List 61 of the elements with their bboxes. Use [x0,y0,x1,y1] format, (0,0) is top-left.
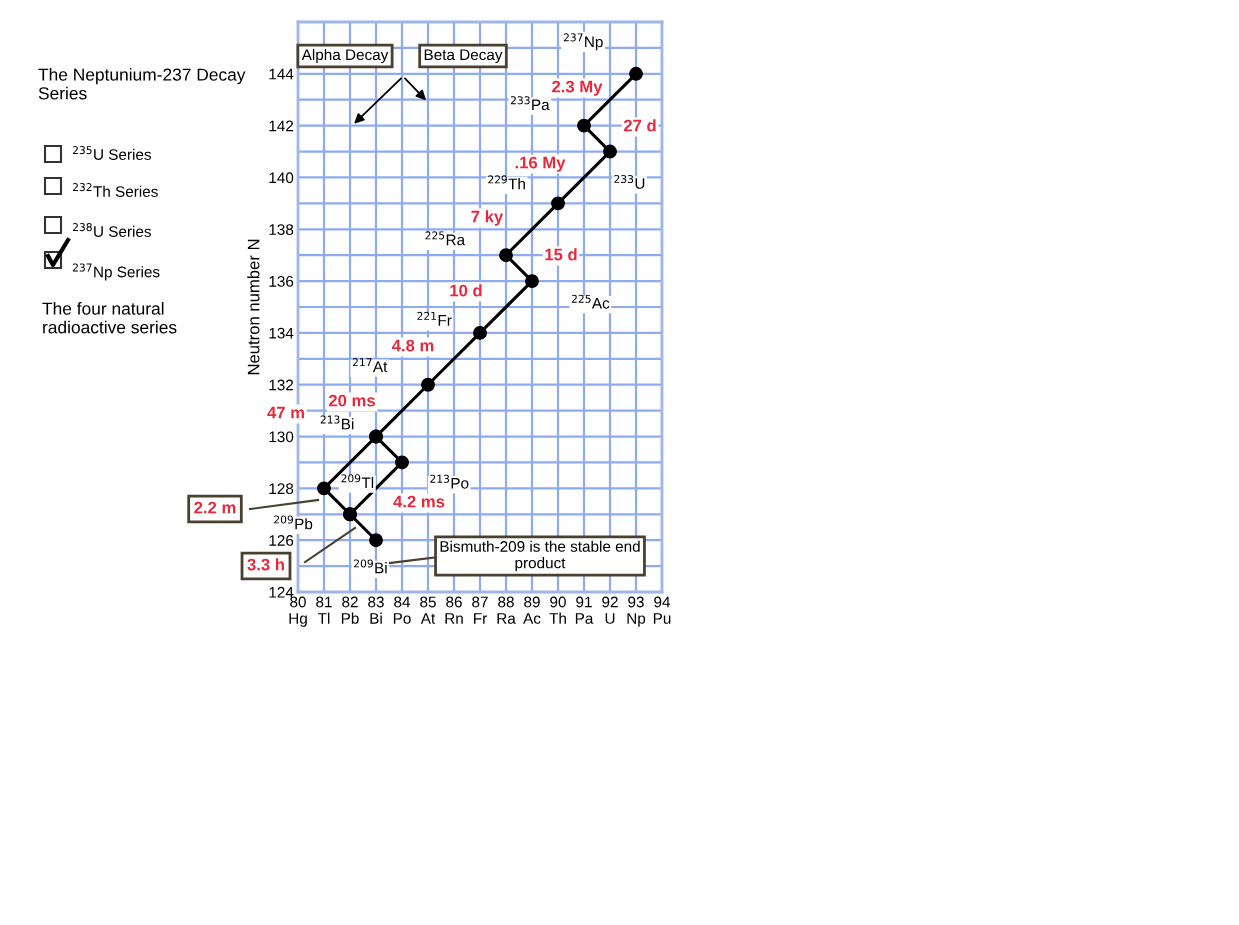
text: 2.2 m [194,501,236,514]
y-tick-label: 130 [269,431,294,443]
text: The Neptunium-237 Decay Series [38,68,246,100]
annotation: $^{229}$Th [488,175,525,190]
annotation: $^{225}$Ac [571,294,610,309]
y-axis-title: Neutron number N [247,239,260,375]
y-tick-label: 136 [269,275,294,287]
x-tick-label: 91 Pa [575,596,594,624]
annotation: 2.3 My [552,80,603,96]
x-tick-label: 88 Ra [497,596,516,624]
y-tick-label: 132 [269,379,294,391]
annotation: $^{233}$U [614,174,645,189]
y-tick-label: 140 [269,172,294,184]
text: $^{238}$U Series [72,223,152,237]
annotation: 15 d [545,248,577,261]
x-tick-label: 90 Th [549,596,566,624]
annotation: $^{213}$Bi [320,415,354,430]
y-tick-label: 142 [269,120,294,132]
x-tick-label: 93 Np [627,596,646,627]
annotation: $^{233}$Pa [510,96,550,111]
x-tick-label: 81 Tl [316,596,332,624]
y-tick-label: 144 [269,68,294,80]
annotation: $^{225}$Ra [425,231,466,246]
annotation: Bismuth-209 is the stable end product [440,540,640,572]
x-tick-label: 87 Fr [472,596,488,624]
x-tick-label: 89 Ac [523,596,541,624]
x-tick-label: 86 Rn [445,596,463,624]
x-tick-label: 84 Po [393,596,411,624]
annotation: $^{221}$Fr [417,311,452,326]
text: 3.3 h [247,558,284,571]
annotation: $^{209}$Bi [354,559,387,574]
x-tick-label: 80 Hg [289,596,307,627]
y-tick-label: 134 [269,327,294,339]
annotation: $^{213}$Po [430,474,469,489]
y-tick-label: 138 [269,224,294,235]
annotation: 20 ms [328,394,375,407]
annotation: 27 d [623,119,656,132]
annotation: 7 ky [471,210,504,226]
annotation: $^{209}$Pb [274,515,313,530]
text: $^{235}$U Series [72,146,152,160]
x-tick-label: 85 At [420,596,436,624]
annotation: .16 My [515,156,566,172]
annotation: $^{209}$Tl [341,474,374,489]
x-tick-label: 82 Pb [341,596,359,624]
x-tick-label: 83 Bi [368,596,384,624]
y-tick-label: 126 [269,535,294,546]
annotation: 4.8 m [391,339,434,352]
annotation: $^{217}$At [352,358,388,373]
text: $^{232}$Th Series [72,183,158,197]
y-tick-label: 124 [269,586,294,598]
annotation: $^{237}$Np [563,33,603,51]
annotation: Beta Decay [424,49,503,64]
text: The four natural radioactive series [42,302,177,334]
text: $^{237}$Np Series [72,263,160,281]
y-tick-label: 128 [269,483,294,495]
annotation: 47 m [267,406,304,419]
x-tick-label: 92 U [602,596,618,624]
x-tick-label: 94 Pu [653,596,671,624]
annotation: 4.2 ms [393,495,445,508]
annotation: Alpha Decay [301,48,389,64]
annotation: 10 d [450,284,482,297]
